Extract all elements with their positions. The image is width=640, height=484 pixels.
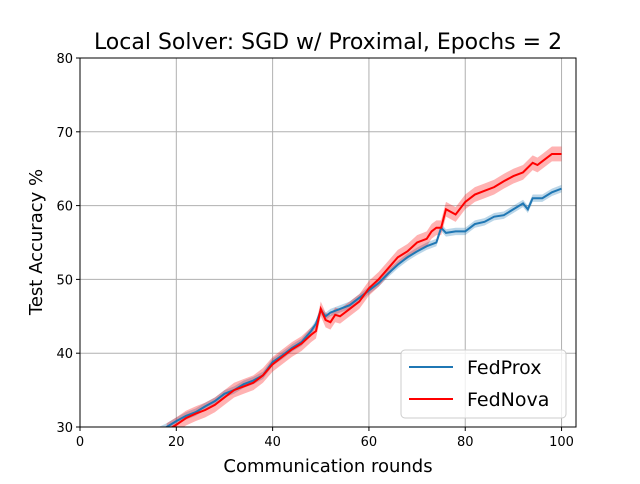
y-tick-label: 40	[56, 347, 73, 362]
y-tick-label: 60	[56, 200, 73, 215]
chart-title: Local Solver: SGD w/ Proximal, Epochs = …	[94, 30, 562, 55]
y-tick-label: 80	[56, 52, 73, 67]
legend-label: FedNova	[467, 389, 549, 411]
y-tick-label: 70	[56, 126, 73, 141]
x-tick-label: 60	[361, 435, 378, 450]
y-tick-label: 30	[56, 421, 73, 436]
x-tick-label: 80	[457, 435, 474, 450]
y-axis-label: Test Accuracy %	[26, 169, 47, 316]
x-tick-label: 40	[264, 435, 281, 450]
plot-frame	[79, 57, 577, 428]
x-tick-label: 100	[549, 435, 574, 450]
x-axis-label: Communication rounds	[223, 456, 432, 477]
fednova-band	[166, 146, 562, 427]
legend-label: FedProx	[467, 357, 541, 379]
fednova-line	[170, 152, 562, 427]
y-tick-label: 50	[56, 273, 73, 288]
x-tick-label: 0	[76, 435, 84, 450]
legend: FedProx FedNova	[400, 349, 567, 419]
x-tick-label: 20	[168, 435, 185, 450]
